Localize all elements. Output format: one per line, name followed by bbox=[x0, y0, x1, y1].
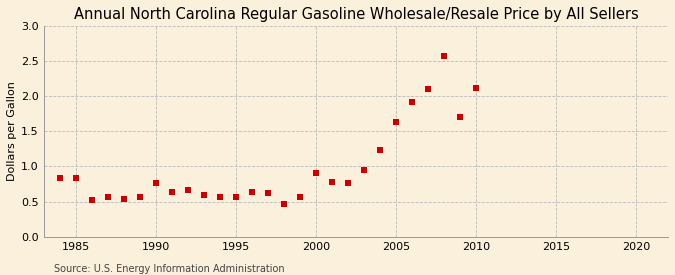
Point bbox=[439, 54, 450, 58]
Point bbox=[358, 168, 369, 172]
Point bbox=[134, 194, 145, 199]
Point bbox=[327, 180, 338, 184]
Point bbox=[103, 194, 113, 199]
Point bbox=[86, 198, 97, 202]
Point bbox=[470, 86, 481, 90]
Point bbox=[215, 194, 225, 199]
Point bbox=[391, 120, 402, 124]
Point bbox=[342, 181, 353, 186]
Point bbox=[70, 175, 81, 180]
Title: Annual North Carolina Regular Gasoline Wholesale/Resale Price by All Sellers: Annual North Carolina Regular Gasoline W… bbox=[74, 7, 639, 22]
Point bbox=[375, 148, 385, 152]
Point bbox=[294, 195, 305, 200]
Point bbox=[454, 115, 465, 119]
Point bbox=[246, 190, 257, 195]
Point bbox=[310, 171, 321, 176]
Point bbox=[54, 176, 65, 181]
Y-axis label: Dollars per Gallon: Dollars per Gallon bbox=[7, 81, 17, 181]
Point bbox=[167, 190, 178, 195]
Point bbox=[182, 188, 193, 192]
Point bbox=[198, 192, 209, 197]
Point bbox=[118, 197, 129, 202]
Point bbox=[263, 191, 273, 195]
Point bbox=[230, 194, 241, 199]
Point bbox=[279, 202, 290, 206]
Point bbox=[423, 87, 433, 91]
Text: Source: U.S. Energy Information Administration: Source: U.S. Energy Information Administ… bbox=[54, 264, 285, 274]
Point bbox=[151, 181, 161, 186]
Point bbox=[406, 100, 417, 104]
